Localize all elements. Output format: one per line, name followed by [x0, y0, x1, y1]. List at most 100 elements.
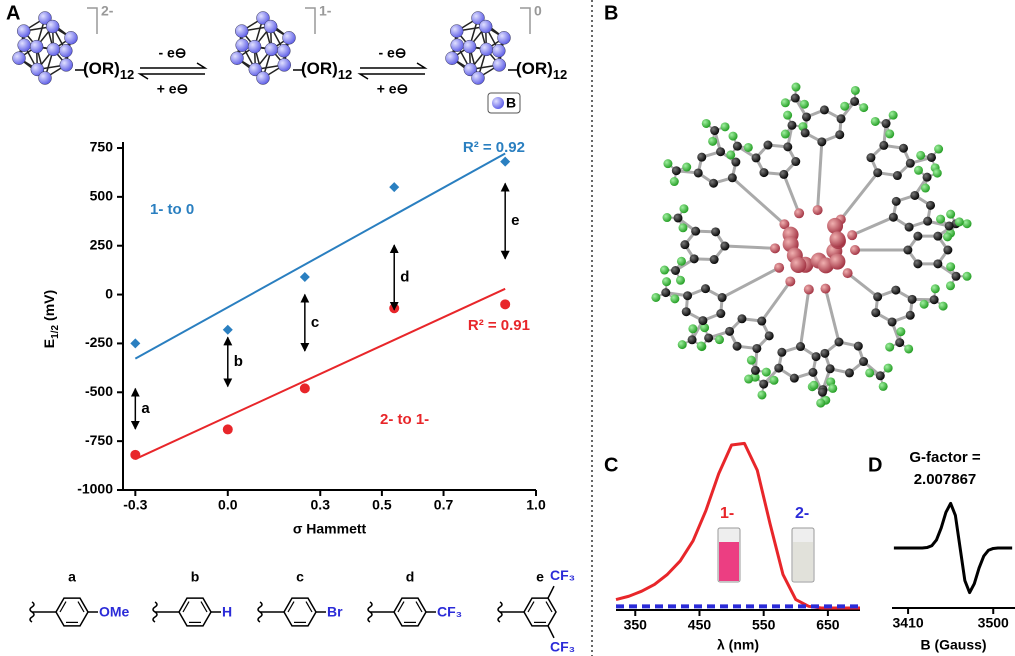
x-axis-label: σ Hammett: [293, 521, 367, 537]
atom: [889, 213, 898, 222]
atom: [808, 368, 817, 377]
ligand-count: 12: [120, 67, 134, 82]
series-label: 1-: [720, 505, 734, 522]
pair-label: e: [511, 212, 519, 229]
atom: [865, 368, 874, 377]
atom: [726, 150, 735, 159]
atom: [725, 327, 734, 336]
atom: [663, 159, 672, 168]
boron-atom: [278, 58, 291, 71]
atom: [791, 83, 800, 92]
substituent-group: CF₃: [550, 639, 575, 655]
charge: 0: [534, 3, 542, 19]
y-tick-label: -750: [85, 432, 113, 448]
atom: [728, 173, 737, 182]
boron-atom: [236, 39, 249, 52]
atom: [943, 246, 952, 255]
atom: [715, 335, 724, 344]
atom: [946, 210, 955, 219]
figure: A B C D 2-(OR)121-(OR)120(OR)12- e⊖+ e⊖-…: [0, 0, 1015, 656]
boron-atom: [231, 52, 244, 65]
atom: [934, 145, 943, 154]
series-label: 1- to 0: [150, 201, 194, 218]
atom: [936, 215, 945, 224]
atom: [670, 177, 679, 186]
atom: [708, 137, 717, 146]
x-tick-label: -0.3: [123, 497, 147, 513]
trend-line: [135, 289, 505, 459]
x-tick-label: 3410: [893, 615, 924, 631]
bracket: [87, 8, 97, 34]
benzene-ring: [56, 598, 88, 626]
cuvette-liquid: [793, 542, 813, 581]
atom: [744, 143, 753, 152]
atom: [752, 153, 761, 162]
y-tick-label: 0: [105, 285, 113, 301]
reduction-label: + e⊖: [157, 81, 189, 97]
series-line: [616, 443, 860, 608]
atom: [671, 266, 680, 275]
boron-atom: [235, 25, 248, 38]
atom: [676, 276, 685, 285]
atom: [716, 147, 725, 156]
boron-atom: [64, 31, 77, 44]
atom: [892, 197, 901, 206]
atom: [704, 333, 713, 342]
x-tick-label: 0.7: [434, 497, 454, 513]
boron-atom: [472, 72, 485, 85]
x-tick-label: 550: [752, 617, 776, 633]
point: [130, 338, 140, 348]
annotation: 2.007867: [914, 471, 977, 488]
atom: [710, 255, 719, 264]
boron-atom: [492, 44, 505, 57]
atom: [791, 94, 800, 103]
atom: [781, 130, 790, 139]
atom: [787, 121, 796, 130]
ligand-text: (OR): [516, 59, 553, 78]
bond: [852, 217, 893, 235]
atom: [762, 368, 771, 377]
bond: [848, 273, 878, 297]
atom: [850, 97, 859, 106]
legend-label: B: [506, 95, 516, 111]
point: [300, 383, 310, 393]
atom: [688, 335, 697, 344]
atom: [930, 295, 939, 304]
atom: [733, 142, 742, 151]
atom: [680, 240, 689, 249]
ligand: (OR)12: [301, 59, 352, 82]
benzene-ring: [394, 598, 426, 626]
atom: [834, 338, 843, 347]
atom: [701, 284, 710, 293]
bond: [548, 626, 554, 638]
atom: [820, 105, 829, 114]
atom: [963, 219, 972, 228]
atom: [895, 338, 904, 347]
atom: [718, 293, 727, 302]
x-tick-label: 3500: [978, 615, 1009, 631]
atom: [682, 163, 691, 172]
atom: [913, 232, 922, 241]
atom: [729, 132, 738, 141]
panel-label: D: [868, 454, 882, 476]
x-tick-label: 0.5: [372, 497, 392, 513]
atom: [697, 153, 706, 162]
atom: [779, 170, 788, 179]
bracket: [305, 8, 315, 34]
atom: [826, 364, 835, 373]
x-tick-label: 1.0: [526, 497, 546, 513]
oxidation-label: - e⊖: [378, 45, 406, 61]
atom: [744, 375, 753, 384]
atom: [946, 281, 955, 290]
atom: [963, 272, 972, 281]
boron-atom: [463, 40, 476, 53]
ligand: (OR)12: [516, 59, 567, 82]
atom: [765, 331, 774, 340]
atom: [791, 157, 800, 166]
boron-atom: [282, 31, 295, 44]
atom: [716, 309, 725, 318]
atom: [817, 137, 826, 146]
atom: [816, 399, 825, 408]
crystal-structure: [651, 83, 971, 408]
panel-label: A: [6, 2, 20, 24]
